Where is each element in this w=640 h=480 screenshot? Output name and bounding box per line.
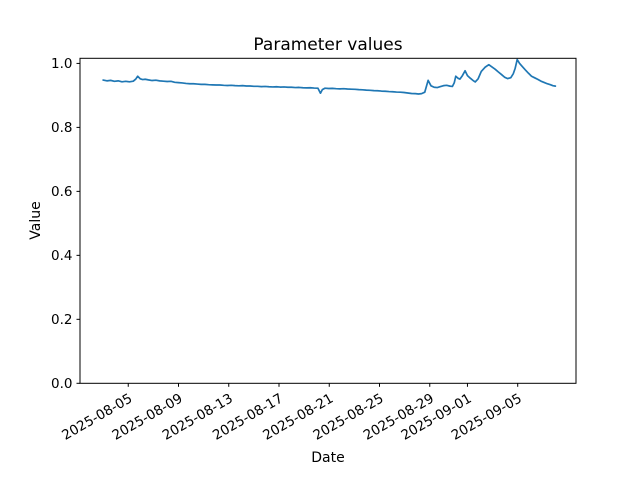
axes-spines (79, 57, 577, 384)
y-tick-label: 1.0 (51, 56, 72, 72)
plot-area (80, 58, 576, 384)
y-tick-label: 0.6 (51, 184, 72, 200)
y-tick-label: 0.2 (51, 312, 72, 328)
y-tick-label: 0.4 (51, 248, 72, 264)
y-axis-ticks: 0.0 0.2 0.4 0.6 0.8 1.0 (51, 56, 80, 392)
y-tick-label: 0.8 (51, 120, 72, 136)
y-tick-label: 0.0 (51, 376, 72, 392)
x-axis-label: Date (311, 450, 344, 466)
chart-title: Parameter values (253, 35, 402, 55)
y-axis-label: Value (28, 201, 44, 239)
series-line (102, 58, 557, 95)
x-axis-ticks: 2025-08-052025-08-092025-08-132025-08-17… (59, 383, 525, 444)
